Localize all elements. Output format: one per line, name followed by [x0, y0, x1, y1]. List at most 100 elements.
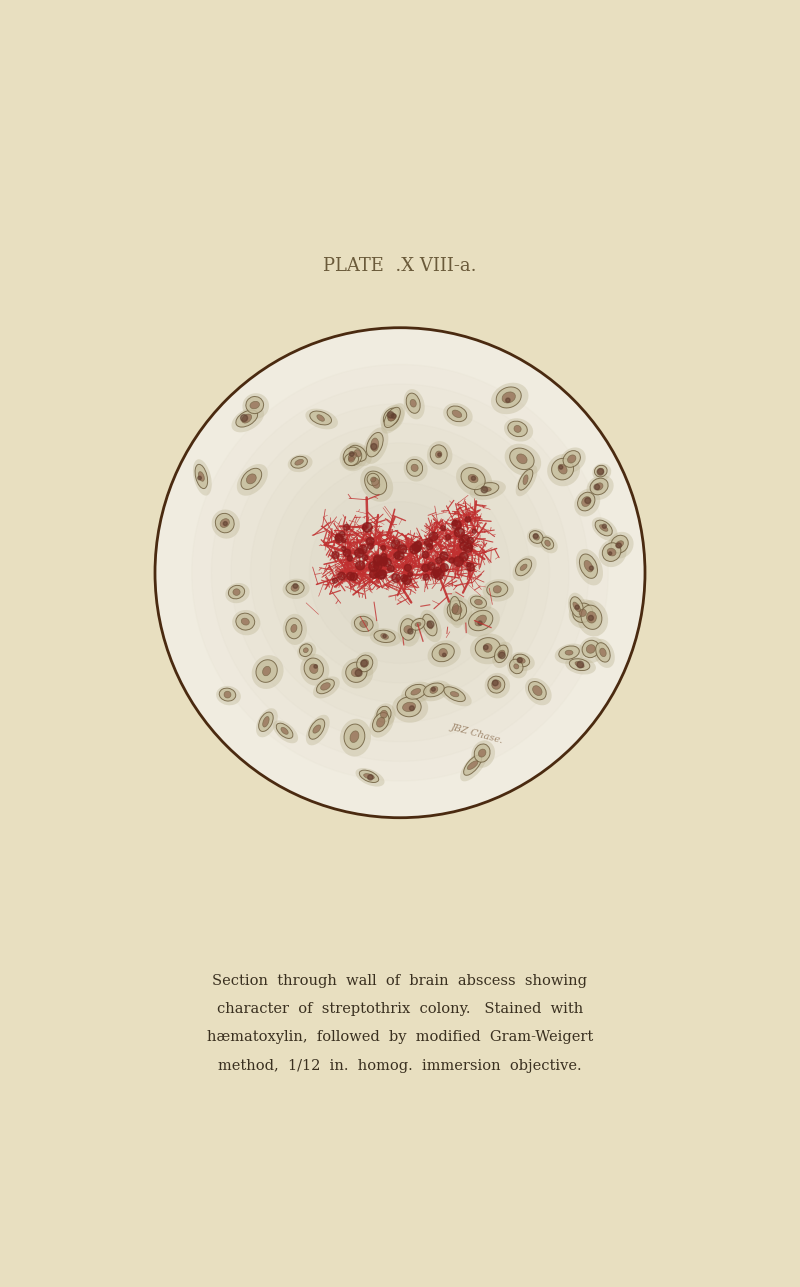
Circle shape — [454, 556, 463, 566]
Circle shape — [594, 484, 599, 490]
Ellipse shape — [232, 610, 260, 636]
Circle shape — [332, 552, 339, 559]
Ellipse shape — [365, 471, 383, 490]
Ellipse shape — [482, 579, 514, 601]
Text: Section  through  wall  of  brain  abscess  showing: Section through wall of brain abscess sh… — [213, 974, 587, 987]
Ellipse shape — [471, 740, 495, 768]
Ellipse shape — [246, 396, 263, 413]
Circle shape — [478, 620, 482, 625]
Text: PLATE  .X VIII-a.: PLATE .X VIII-a. — [323, 257, 477, 275]
Ellipse shape — [502, 393, 515, 403]
Ellipse shape — [547, 454, 580, 486]
Ellipse shape — [359, 770, 378, 782]
Ellipse shape — [559, 646, 579, 659]
Circle shape — [466, 562, 470, 566]
Ellipse shape — [411, 619, 425, 631]
Circle shape — [481, 486, 487, 493]
Ellipse shape — [420, 610, 442, 642]
Ellipse shape — [409, 616, 430, 634]
Ellipse shape — [262, 667, 270, 676]
Circle shape — [585, 498, 590, 503]
Circle shape — [424, 539, 433, 547]
Ellipse shape — [567, 454, 576, 463]
Circle shape — [395, 551, 404, 560]
Circle shape — [467, 537, 474, 544]
Circle shape — [241, 414, 247, 422]
Ellipse shape — [514, 426, 521, 432]
Circle shape — [449, 557, 454, 564]
Ellipse shape — [590, 479, 608, 494]
Ellipse shape — [354, 616, 373, 632]
Ellipse shape — [381, 710, 387, 718]
Ellipse shape — [492, 642, 513, 668]
Ellipse shape — [598, 539, 626, 568]
Ellipse shape — [361, 659, 369, 668]
Ellipse shape — [404, 625, 412, 633]
Ellipse shape — [513, 556, 537, 580]
Circle shape — [466, 564, 474, 571]
Ellipse shape — [298, 642, 316, 660]
Ellipse shape — [303, 647, 308, 653]
Circle shape — [414, 541, 422, 548]
Ellipse shape — [491, 382, 529, 414]
Circle shape — [350, 573, 358, 580]
Ellipse shape — [411, 465, 418, 471]
Circle shape — [398, 544, 406, 553]
Ellipse shape — [427, 441, 453, 470]
Circle shape — [342, 547, 346, 551]
Ellipse shape — [510, 448, 534, 470]
Circle shape — [374, 555, 382, 562]
Circle shape — [441, 525, 446, 530]
Ellipse shape — [220, 519, 230, 528]
Ellipse shape — [345, 453, 358, 466]
Circle shape — [431, 687, 435, 691]
Ellipse shape — [300, 654, 330, 686]
Circle shape — [410, 544, 419, 553]
Ellipse shape — [582, 640, 599, 658]
Ellipse shape — [411, 689, 421, 695]
Ellipse shape — [469, 610, 493, 631]
Ellipse shape — [283, 614, 307, 645]
Circle shape — [374, 556, 382, 565]
Circle shape — [433, 568, 442, 577]
Ellipse shape — [595, 483, 603, 490]
Circle shape — [394, 552, 400, 559]
Circle shape — [366, 537, 374, 546]
Circle shape — [423, 574, 429, 580]
Ellipse shape — [579, 553, 598, 578]
Circle shape — [387, 565, 394, 571]
Ellipse shape — [494, 645, 508, 663]
Circle shape — [436, 557, 442, 564]
Ellipse shape — [377, 717, 385, 727]
Ellipse shape — [517, 454, 527, 463]
Ellipse shape — [402, 703, 416, 712]
Ellipse shape — [467, 595, 491, 613]
Ellipse shape — [383, 408, 399, 426]
Ellipse shape — [363, 427, 388, 463]
Ellipse shape — [594, 466, 607, 477]
Ellipse shape — [349, 457, 354, 462]
Ellipse shape — [419, 681, 450, 701]
Ellipse shape — [596, 642, 610, 662]
Circle shape — [442, 654, 446, 656]
Ellipse shape — [364, 773, 374, 779]
Ellipse shape — [464, 755, 482, 775]
Ellipse shape — [586, 611, 597, 623]
Circle shape — [335, 534, 343, 543]
Circle shape — [382, 553, 386, 559]
Circle shape — [430, 532, 438, 541]
Ellipse shape — [468, 475, 478, 483]
Ellipse shape — [552, 458, 574, 480]
Ellipse shape — [448, 591, 465, 628]
Ellipse shape — [565, 650, 573, 655]
Circle shape — [343, 550, 350, 556]
Ellipse shape — [475, 637, 500, 658]
Ellipse shape — [402, 682, 432, 704]
Circle shape — [616, 543, 622, 548]
Ellipse shape — [430, 445, 447, 465]
Ellipse shape — [258, 712, 273, 731]
Circle shape — [609, 552, 612, 555]
Ellipse shape — [406, 685, 426, 699]
Ellipse shape — [581, 605, 602, 629]
Ellipse shape — [563, 450, 580, 467]
